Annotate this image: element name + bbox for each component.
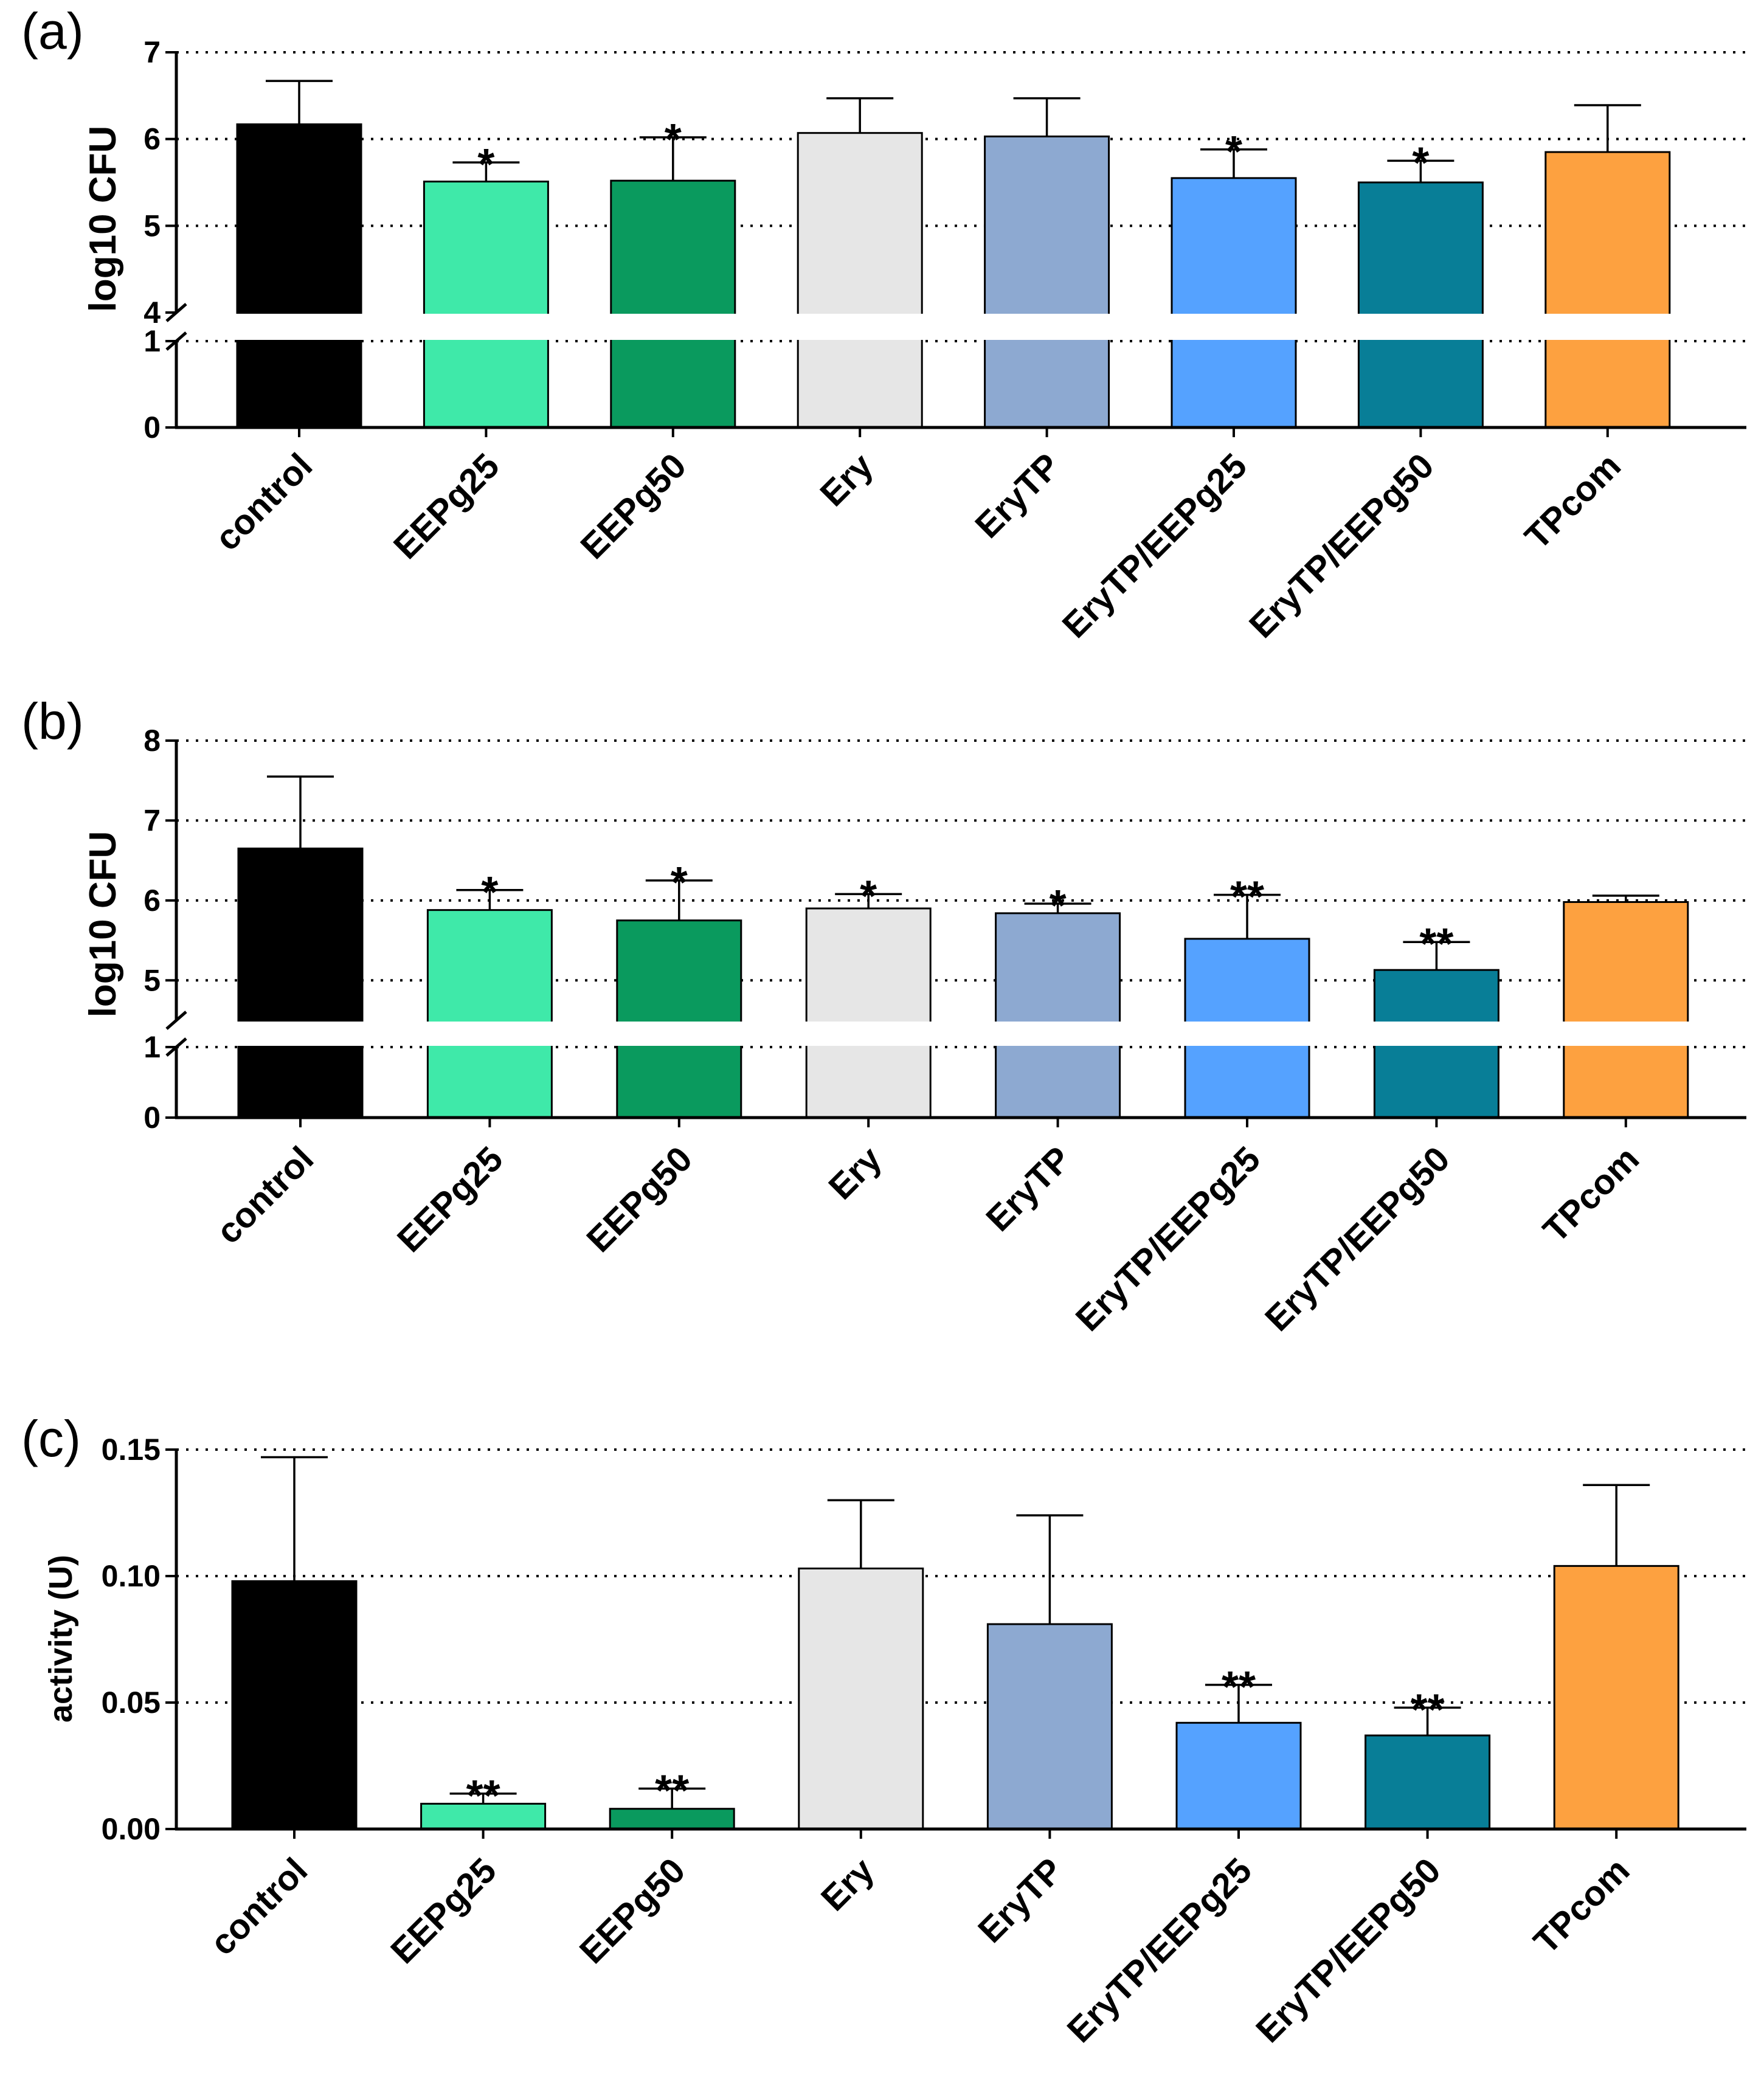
y-tick-label: 5 (144, 963, 161, 997)
category-label: TPcom (1526, 1850, 1638, 1962)
category-label: EryTP (978, 1139, 1079, 1239)
category-label: control (209, 1139, 321, 1251)
y-tick-label: 5 (144, 209, 161, 243)
panel-label: (c) (21, 1410, 81, 1467)
category-label: EEPg50 (572, 1850, 693, 1971)
axis-break-gap (174, 314, 1749, 340)
y-tick-label: 0.05 (102, 1686, 161, 1720)
y-tick-label: 0.00 (102, 1812, 161, 1846)
category-label: TPcom (1517, 446, 1628, 557)
category-label: EryTP/EEPg50 (1248, 1850, 1448, 2050)
bar-erytp-eepg25 (1175, 1721, 1302, 1830)
category-label: EEPg50 (579, 1139, 700, 1260)
y-tick-label: 4 (144, 296, 161, 330)
bar-eepg25 (426, 909, 553, 1119)
bar-erytp (986, 1623, 1113, 1830)
bar-erytp (984, 135, 1110, 429)
y-tick-label: 0.10 (102, 1559, 161, 1593)
bar-control (237, 847, 364, 1119)
bar-eepg50 (616, 919, 742, 1119)
axis-break-gap (174, 1022, 1749, 1046)
category-label: EryTP/EEPg25 (1055, 446, 1255, 646)
bar-tpcom (1544, 151, 1671, 429)
category-label: Ery (812, 446, 880, 514)
category-label: EEPg25 (383, 1850, 504, 1971)
y-tick-label: 8 (144, 724, 161, 758)
category-label: EEPg25 (386, 446, 507, 567)
y-tick-label: 0 (144, 410, 161, 444)
axis-break-mark (165, 1011, 187, 1030)
significance-marker: * (1225, 128, 1242, 176)
category-label: EryTP/EEPg25 (1060, 1850, 1260, 2050)
bar-eepg50 (610, 179, 736, 429)
panel-label: (b) (21, 693, 84, 750)
y-tick-label: 6 (144, 122, 161, 156)
y-tick-label: 1 (144, 1030, 161, 1064)
significance-marker: * (481, 868, 498, 917)
panel-label: (a) (21, 2, 84, 60)
category-label: control (207, 446, 320, 558)
category-label: control (202, 1850, 315, 1963)
y-tick-label: 1 (144, 324, 161, 358)
bar-control (231, 1580, 358, 1830)
bar-erytp-eepg50 (1357, 181, 1484, 429)
y-axis-label: activity (U) (43, 1555, 79, 1723)
significance-marker: ** (655, 1766, 689, 1815)
bar-ery (798, 1568, 924, 1830)
panel-a-chart: (a) log10 CFU control * EEPg25 * EEPg50 Ery EryT… (21, 2, 1749, 646)
category-label: Ery (821, 1139, 889, 1207)
bar-control (236, 123, 362, 429)
category-label: TPcom (1535, 1139, 1647, 1250)
bar-ery (797, 132, 923, 429)
category-label: EryTP/EEPg50 (1242, 446, 1442, 646)
significance-marker: * (1412, 139, 1429, 187)
bar-tpcom (1563, 901, 1689, 1119)
y-tick-label: 0.15 (102, 1433, 161, 1467)
category-label: EryTP (967, 446, 1068, 546)
y-tick-label: 0 (144, 1101, 161, 1135)
category-label: EryTP/EEPg25 (1068, 1139, 1268, 1339)
category-label: EryTP/EEPg50 (1257, 1139, 1458, 1339)
category-label: Ery (814, 1850, 882, 1918)
significance-marker: ** (1222, 1663, 1256, 1712)
y-tick-label: 7 (144, 803, 161, 837)
category-label: EEPg25 (390, 1139, 511, 1260)
bar-erytp (995, 912, 1121, 1119)
panel-b-chart: (b) log10 CFU control * EEPg25 * EEPg50 * Ery * Er… (21, 693, 1749, 1339)
significance-marker: ** (1411, 1686, 1445, 1734)
bar-eepg25 (423, 181, 549, 429)
bar-ery (805, 907, 932, 1119)
bar-erytp-eepg50 (1365, 1734, 1491, 1830)
significance-marker: ** (1419, 920, 1453, 969)
category-label: EryTP (970, 1850, 1071, 1951)
significance-marker: * (665, 116, 682, 164)
y-tick-label: 6 (144, 884, 161, 918)
significance-marker: * (477, 140, 494, 189)
y-tick-label: 7 (144, 35, 161, 69)
significance-marker: * (671, 859, 688, 907)
y-axis-label: log10 CFU (82, 831, 124, 1018)
panel-c-chart: (c) activity (U) control ** EEPg25 ** EEPg50 Er… (21, 1410, 1746, 2050)
significance-marker: ** (466, 1772, 500, 1821)
significance-marker: * (860, 872, 877, 921)
category-label: EEPg50 (573, 446, 694, 567)
significance-marker: ** (1230, 873, 1264, 922)
y-axis-label: log10 CFU (82, 126, 124, 313)
significance-marker: * (1050, 882, 1067, 930)
bar-tpcom (1553, 1565, 1679, 1830)
bar-erytp-eepg25 (1171, 177, 1297, 429)
